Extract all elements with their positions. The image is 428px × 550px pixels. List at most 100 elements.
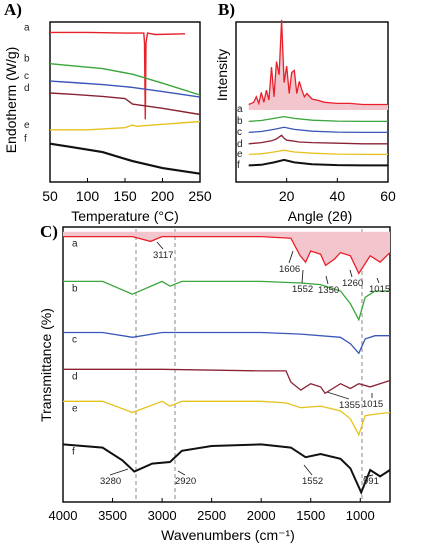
panel-c-trace-label-a: a (72, 239, 78, 250)
panel-b-series-d (248, 134, 388, 145)
panel-c-trace-labels: a b c d e f (72, 239, 78, 458)
panel-a-trace-label-f: f (24, 134, 27, 145)
panel-c-series-e (63, 400, 391, 437)
panel-c-ylabel: Transmittance (%) (38, 308, 54, 422)
panel-b-ylabel: Intensity (214, 49, 230, 101)
panel-a-xtick-label: 200 (151, 188, 175, 204)
panel-b-series-a-fill (248, 19, 388, 110)
panel-a-series (49, 31, 201, 175)
panel-c-annotation: 1552 (302, 476, 323, 487)
panel-c-trace-label-b: b (72, 283, 78, 294)
panel-a-ylabel: Endotherm (W/g) (3, 47, 19, 154)
panel-a-xtick-label: 250 (188, 188, 212, 204)
panel-c-annotation: 991 (363, 476, 379, 487)
panel-c-series-a-fill (63, 231, 390, 274)
panel-c-annotation: 1260 (342, 278, 363, 289)
panel-c-annotation: 1355 (339, 400, 360, 411)
panel-b-xtick-label: 40 (330, 188, 346, 204)
panel-c-annotation: 1015 (362, 399, 383, 410)
panel-c-trace-label-d: d (72, 371, 78, 382)
panel-c-annotation-arrow (303, 464, 313, 476)
panel-a-series-f (49, 142, 201, 175)
panel-a-letter: A) (4, 0, 22, 19)
panel-c: C) Transmittance (%) Wavenumbers (cm⁻¹) … (38, 222, 391, 543)
panel-c-annotation-arrow (301, 269, 304, 284)
panel-c-series-a (63, 235, 391, 275)
panel-b-series-f (248, 158, 388, 167)
panel-b-trace-label-e: e (237, 149, 243, 160)
panel-b-letter: B) (218, 0, 235, 19)
panel-c-xtick-label: 2500 (197, 508, 226, 523)
panel-c-xlabel: Wavenumbers (cm⁻¹) (161, 527, 295, 543)
panel-b-xtick-label: 60 (380, 188, 396, 204)
panel-a-xticks: 50 100 150 200 250 (42, 178, 212, 204)
panel-c-series-d (63, 368, 391, 395)
panel-a-series-b (49, 63, 201, 96)
panel-a-xtick-label: 150 (113, 188, 137, 204)
panel-a-trace-label-b: b (24, 54, 30, 65)
panel-c-annotation-arrow (376, 277, 380, 284)
panel-c-annotation: 1552 (292, 284, 313, 295)
panel-b-trace-label-d: d (237, 139, 243, 150)
panel-b-trace-label-a: a (237, 104, 243, 115)
panel-a: A) Endotherm (W/g) Temperature (°C) 50 10… (3, 0, 212, 224)
panel-c-xtick-label: 2000 (247, 508, 276, 523)
panel-c-xtick-label: 1000 (346, 508, 375, 523)
panel-c-series-c (63, 331, 390, 355)
panel-c-annotation: 1606 (279, 264, 300, 275)
panel-c-annotation: 3280 (100, 476, 121, 487)
panel-c-annotation: 1350 (318, 285, 339, 296)
panel-a-series-d (49, 92, 201, 116)
panel-c-series-b (63, 280, 390, 322)
panel-b-trace-label-b: b (237, 116, 243, 127)
panel-c-trace-label-e: e (72, 403, 78, 414)
panel-a-trace-label-c: c (24, 71, 29, 82)
panel-b-trace-label-c: c (237, 127, 242, 138)
panel-c-xtick-label: 3000 (148, 508, 177, 523)
panel-b-frame (235, 21, 389, 183)
panel-c-xticks: 4000 3500 3000 2500 2000 1500 1000 (49, 498, 375, 523)
panel-c-frame (62, 226, 391, 503)
panel-c-xtick-label: 4000 (49, 508, 78, 523)
panel-a-series-e (50, 120, 201, 131)
panel-c-series (62, 231, 391, 495)
panel-c-annotation-arrow (325, 275, 329, 285)
panel-c-annotation: 3117 (153, 250, 173, 261)
panel-c-xtick-label: 3500 (98, 508, 127, 523)
panel-a-series-a (50, 31, 186, 120)
panel-a-trace-label-e: e (24, 120, 30, 131)
panel-c-xtick-label: 1500 (296, 508, 325, 523)
panel-a-xtick-label: 100 (76, 188, 100, 204)
panel-a-trace-label-d: d (24, 83, 30, 94)
panel-a-trace-label-a: a (24, 22, 30, 33)
panel-b-series-a (248, 19, 388, 106)
panel-c-annotation-arrow (156, 241, 164, 250)
panel-a-trace-labels: a bcd ef (24, 22, 30, 144)
panel-b-series-b (248, 115, 388, 123)
panel-c-annotation-arrow (109, 468, 129, 476)
panel-c-series-f (62, 443, 391, 495)
panel-a-xtick-label: 50 (42, 188, 58, 204)
panel-b-xlabel: Angle (2θ) (288, 208, 353, 224)
panel-c-trace-label-f: f (72, 446, 75, 457)
panel-b-trace-label-f: f (237, 160, 240, 171)
panel-b-series-c (248, 126, 388, 134)
panel-c-annotation-arrow (177, 470, 186, 476)
panel-c-trace-label-c: c (72, 335, 77, 346)
panel-b-xticks: 20 40 60 (279, 178, 396, 204)
panel-c-annotation-arrow (288, 250, 294, 264)
panel-c-annotation-arrow (326, 391, 350, 400)
panel-a-series-c (49, 80, 201, 98)
panel-a-xlabel: Temperature (°C) (71, 208, 179, 224)
panel-b-series-e (248, 149, 388, 156)
panel-c-annotation-arrow (349, 269, 353, 278)
panel-c-annotation-arrow (363, 474, 374, 478)
panel-c-annotation: 1015 (369, 284, 390, 295)
panel-b-xtick-label: 20 (279, 188, 295, 204)
panel-b-series (248, 19, 388, 167)
panel-c-letter: C) (40, 222, 58, 241)
